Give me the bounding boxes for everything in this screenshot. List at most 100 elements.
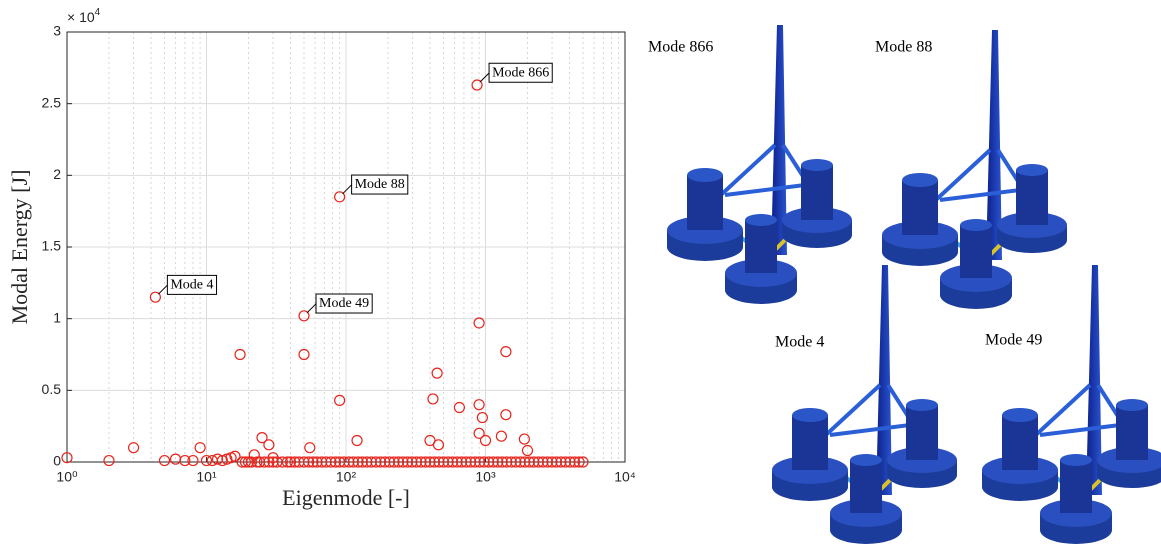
data-point xyxy=(401,456,414,468)
data-point xyxy=(320,456,332,468)
data-point xyxy=(447,456,459,468)
data-point xyxy=(334,191,346,203)
data-point xyxy=(370,456,382,468)
data-point xyxy=(169,453,182,465)
data-point xyxy=(473,399,485,411)
data-point xyxy=(496,456,508,468)
data-point xyxy=(365,456,377,468)
data-point xyxy=(455,456,468,468)
data-point xyxy=(500,346,512,358)
annotation-box xyxy=(315,293,373,314)
x-tick-label: 10² xyxy=(336,469,357,485)
data-point xyxy=(248,449,260,461)
data-point xyxy=(388,456,400,468)
data-point xyxy=(263,439,275,451)
data-point xyxy=(428,456,441,468)
data-point xyxy=(518,433,530,445)
data-point xyxy=(473,427,485,439)
data-point xyxy=(234,348,246,361)
data-point xyxy=(523,456,535,468)
data-point xyxy=(419,456,432,468)
data-point xyxy=(514,456,526,468)
plot: 10⁰ 10¹ 10² 10³ 10⁴ 0 0.5 1 1.5 2 2.5 3 × 104 Eigenmo… xyxy=(7,7,636,510)
data-point xyxy=(239,456,251,468)
data-point xyxy=(347,456,360,468)
plot-frame xyxy=(66,31,626,463)
figure-label: Mode 4 xyxy=(775,334,824,351)
x-tick-label: 10⁴ xyxy=(614,469,636,485)
data-point xyxy=(374,456,387,468)
data-point xyxy=(415,456,427,468)
data-point xyxy=(528,456,540,468)
data-point xyxy=(187,454,199,467)
y-tick-label: 3 xyxy=(53,23,61,39)
data-point xyxy=(329,456,342,468)
data-point xyxy=(356,456,368,468)
data-point xyxy=(483,456,495,468)
data-point xyxy=(281,456,293,468)
figure-label: Mode 866 xyxy=(648,39,713,56)
data-point xyxy=(256,432,268,444)
annotation-label: Mode 4 xyxy=(170,277,213,292)
x-axis-label: Eigenmode [-] xyxy=(282,485,410,510)
data-point xyxy=(487,456,499,468)
x-tick-label: 10³ xyxy=(475,469,496,485)
annotation-box xyxy=(488,62,553,83)
data-point xyxy=(568,456,581,468)
data-point xyxy=(577,456,589,468)
data-point xyxy=(316,456,328,468)
data-point xyxy=(546,456,558,468)
data-point xyxy=(298,348,310,361)
annotation: Mode 4 xyxy=(158,274,218,295)
data-point xyxy=(194,442,206,454)
data-point xyxy=(149,291,161,303)
data-point xyxy=(479,434,492,447)
data-point xyxy=(352,456,364,468)
data-point xyxy=(383,456,396,468)
data-point xyxy=(392,456,405,468)
data-point xyxy=(304,442,316,454)
data-point xyxy=(541,456,554,468)
data-point xyxy=(510,456,522,468)
data-point xyxy=(298,456,310,468)
data-point xyxy=(61,452,73,464)
y-tick-label: 2.5 xyxy=(42,94,62,110)
data-point xyxy=(298,310,310,322)
data-point xyxy=(267,456,279,468)
data-point xyxy=(379,456,391,468)
annotation-label: Mode 49 xyxy=(319,296,369,311)
data-point xyxy=(289,456,301,468)
data-point xyxy=(103,454,115,467)
data-point xyxy=(311,456,323,468)
data-point xyxy=(334,394,346,406)
data-point xyxy=(410,456,423,468)
data-point xyxy=(303,456,315,468)
annotation-leader xyxy=(158,284,168,295)
data-point xyxy=(495,430,507,442)
y-axis-label: Modal Energy [J] xyxy=(7,170,32,325)
data-point xyxy=(361,456,373,468)
data-point xyxy=(500,409,512,421)
data-point xyxy=(351,434,363,447)
data-point xyxy=(229,450,241,462)
data-point xyxy=(334,456,346,468)
data-point xyxy=(501,456,513,468)
data-point xyxy=(338,456,350,468)
data-point xyxy=(253,456,266,468)
data-point xyxy=(432,439,445,451)
data-point xyxy=(343,456,355,468)
data-point xyxy=(559,456,572,468)
annotation-leader xyxy=(342,184,352,195)
data-point xyxy=(476,411,488,424)
data-point xyxy=(276,456,288,468)
y-tick-label: 1.5 xyxy=(42,238,62,254)
y-tick-label: 0 xyxy=(53,453,61,469)
data-point xyxy=(537,456,549,468)
data-point xyxy=(307,456,319,468)
annotation: Mode 88 xyxy=(342,174,409,195)
data-point xyxy=(437,456,450,468)
data-point xyxy=(433,456,445,468)
data-point xyxy=(451,456,463,468)
data-point xyxy=(200,454,213,467)
